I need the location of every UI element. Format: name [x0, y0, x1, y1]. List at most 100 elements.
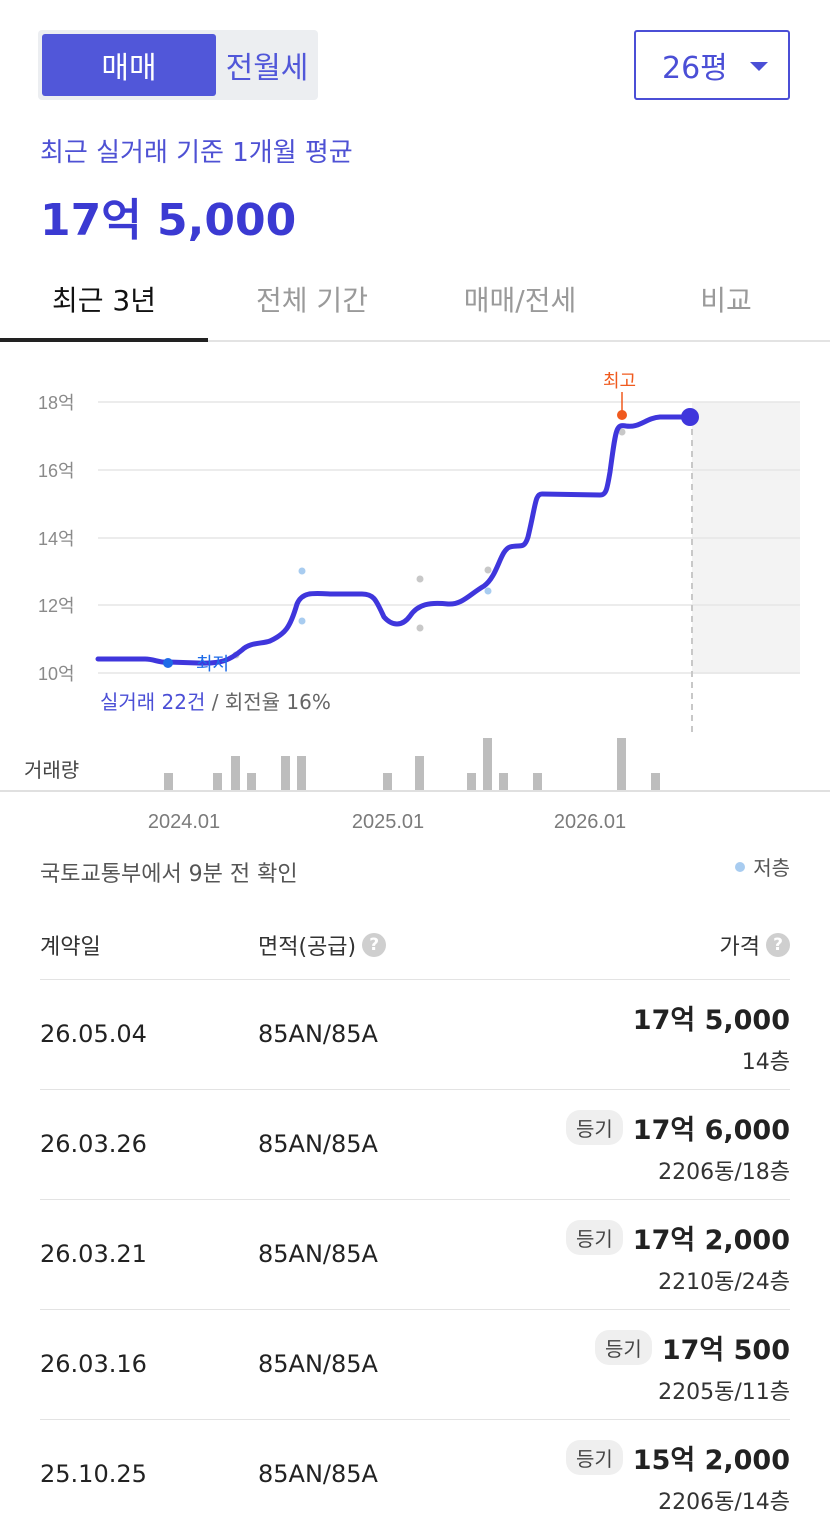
- latest-point-marker[interactable]: [681, 408, 699, 426]
- rent-option[interactable]: 전월세: [225, 51, 309, 86]
- area-value: 85AN/85A: [258, 1350, 378, 1378]
- volume-bar: [247, 773, 256, 790]
- price-value: 15억 2,000: [632, 1445, 790, 1476]
- header-area: 면적(공급)?: [258, 929, 387, 961]
- contract-date: 26.03.16: [40, 1350, 147, 1378]
- header-contract-date: 계약일: [40, 934, 101, 960]
- trade-type-toggle: 매매 전월세: [38, 30, 318, 100]
- area-value: 85AN/85A: [258, 1240, 378, 1268]
- header-area-label: 면적(공급): [258, 934, 357, 960]
- deal-count: 실거래 22건: [100, 690, 206, 714]
- price-value: 17억 2,000: [632, 1225, 790, 1256]
- chart-legend: 저층: [735, 852, 790, 881]
- turnover-rate: / 회전율 16%: [205, 690, 331, 714]
- area-value: 85AN/85A: [258, 1130, 378, 1158]
- header-price: 가격?: [720, 929, 790, 961]
- price-value: 17억 500: [661, 1335, 790, 1366]
- volume-bar: [415, 756, 424, 790]
- price-chart-svg: 18억 16억 14억 12억 10억 최저 최고: [0, 371, 830, 833]
- registered-badge: 등기: [565, 1110, 623, 1145]
- low-floor-point: [298, 567, 306, 575]
- y-tick-label: 16억: [38, 461, 75, 481]
- price-cell: 17억 5,000: [633, 998, 790, 1037]
- trade-point: [416, 624, 424, 632]
- data-source-note: 국토교통부에서 9분 전 확인: [40, 862, 298, 887]
- trade-point: [618, 428, 626, 436]
- caret-down-icon: [750, 62, 768, 71]
- trade-point: [416, 575, 424, 583]
- x-tick-label: 2026.01: [554, 811, 626, 833]
- floor-info: 2206동/18층: [658, 1160, 790, 1185]
- size-dropdown-value: 26평: [662, 51, 728, 86]
- help-icon[interactable]: ?: [362, 932, 387, 957]
- volume-bar: [231, 756, 240, 790]
- table-row[interactable]: 26.03.16 85AN/85A 등기 17억 500 2205동/11층: [40, 1310, 790, 1420]
- volume-bar: [297, 756, 306, 790]
- y-tick-label: 18억: [38, 393, 75, 413]
- tab-compare[interactable]: 비교: [700, 284, 752, 317]
- volume-label: 거래량: [24, 758, 80, 782]
- table-row[interactable]: 26.03.21 85AN/85A 등기 17억 2,000 2210동/24층: [40, 1200, 790, 1310]
- contract-date: 26.03.26: [40, 1130, 147, 1158]
- low-floor-point: [298, 617, 306, 625]
- average-price-label: 최근 실거래 기준 1개월 평균: [40, 138, 353, 168]
- tab-all-period[interactable]: 전체 기간: [256, 284, 368, 317]
- low-floor-legend-dot: [735, 861, 746, 872]
- registered-badge: 등기: [565, 1440, 623, 1475]
- average-price-value: 17억 5,000: [40, 195, 297, 246]
- price-cell: 등기 17억 500: [595, 1328, 790, 1367]
- area-value: 85AN/85A: [258, 1460, 378, 1488]
- low-point-marker[interactable]: [163, 658, 173, 668]
- tab-recent-3-years[interactable]: 최근 3년: [0, 258, 208, 342]
- price-cell: 등기 17억 6,000: [565, 1108, 790, 1147]
- table-row[interactable]: 26.05.04 85AN/85A 17억 5,000 14층: [40, 980, 790, 1090]
- price-chart[interactable]: 18억 16억 14억 12억 10억 최저 최고: [0, 342, 830, 872]
- x-tick-label: 2025.01: [352, 811, 424, 833]
- area-value: 85AN/85A: [258, 1020, 378, 1048]
- y-tick-label: 14억: [38, 529, 75, 549]
- period-tabs: 최근 3년 전체 기간 매매/전세 비교: [0, 258, 830, 342]
- transaction-table: 계약일 면적(공급)? 가격? 26.05.04 85AN/85A 17억 5,…: [40, 910, 790, 1530]
- trade-point: [484, 566, 492, 574]
- tab-sale-jeonse[interactable]: 매매/전세: [463, 284, 577, 317]
- high-point-label: 최고: [603, 371, 636, 391]
- price-value: 17억 6,000: [632, 1115, 790, 1146]
- high-point-marker[interactable]: [617, 410, 627, 420]
- sale-option[interactable]: 매매: [42, 34, 216, 96]
- help-icon[interactable]: ?: [766, 932, 790, 957]
- volume-bar: [467, 773, 476, 790]
- volume-bar: [164, 773, 173, 790]
- price-cell: 등기 17억 2,000: [565, 1218, 790, 1257]
- floor-info: 2210동/24층: [658, 1270, 790, 1295]
- header-price-label: 가격: [719, 934, 760, 960]
- volume-bar: [651, 773, 660, 790]
- table-row[interactable]: 26.03.26 85AN/85A 등기 17억 6,000 2206동/18층: [40, 1090, 790, 1200]
- x-tick-label: 2024.01: [148, 811, 220, 833]
- floor-info: 2205동/11층: [658, 1380, 790, 1405]
- volume-bar: [483, 738, 492, 790]
- size-dropdown[interactable]: 26평: [634, 30, 790, 100]
- y-tick-label: 10억: [38, 664, 75, 684]
- table-header: 계약일 면적(공급)? 가격?: [40, 910, 790, 980]
- y-tick-label: 12억: [38, 596, 75, 616]
- price-trend-line: [95, 414, 695, 666]
- volume-bar: [281, 756, 290, 790]
- volume-bar: [533, 773, 542, 790]
- registered-badge: 등기: [565, 1220, 623, 1255]
- price-value: 17억 5,000: [632, 1005, 790, 1036]
- volume-bar: [617, 738, 626, 790]
- registered-badge: 등기: [595, 1330, 652, 1365]
- contract-date: 25.10.25: [40, 1460, 147, 1488]
- volume-bar: [213, 773, 222, 790]
- table-row[interactable]: 25.10.25 85AN/85A 등기 15억 2,000 2206동/14층: [40, 1420, 790, 1530]
- contract-date: 26.05.04: [40, 1020, 147, 1048]
- low-floor-legend-label: 저층: [753, 856, 790, 880]
- price-cell: 등기 15억 2,000: [565, 1438, 790, 1477]
- contract-date: 26.03.21: [40, 1240, 147, 1268]
- deal-summary: 실거래 22건 / 회전율 16%: [100, 686, 331, 715]
- volume-bar: [499, 773, 508, 790]
- low-point-label: 최저: [196, 654, 229, 674]
- volume-bar: [383, 773, 392, 790]
- low-floor-point: [484, 587, 492, 595]
- floor-info: 14층: [741, 1050, 790, 1075]
